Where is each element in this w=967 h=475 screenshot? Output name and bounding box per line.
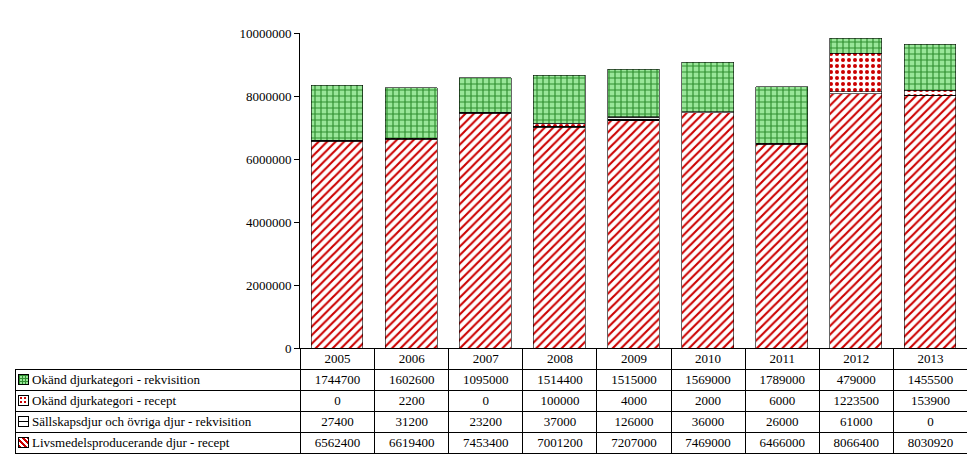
html-text:1455500: 1455500	[907, 372, 954, 387]
html-text:7207000: 7207000	[611, 435, 657, 450]
svg-text:4000000: 4000000	[246, 215, 292, 230]
html-text:26000: 26000	[766, 414, 799, 429]
html-text:31200: 31200	[395, 414, 428, 429]
html-text:1095000: 1095000	[463, 372, 509, 387]
html-text:8066400: 8066400	[833, 435, 880, 450]
html-text:479000: 479000	[836, 372, 876, 387]
html-text:2005: 2005	[324, 351, 351, 366]
html-text:2013: 2013	[917, 351, 944, 366]
html-text:6000: 6000	[769, 393, 796, 408]
svg-text:0: 0	[285, 341, 292, 356]
html-text:Okänd djurkategori - recept: Okänd djurkategori - recept	[32, 393, 176, 408]
html-text:8030920: 8030920	[907, 435, 954, 450]
html-text:2000: 2000	[695, 393, 722, 408]
html-text:1602600: 1602600	[388, 372, 435, 387]
html-text:Okänd djurkategori - rekvisiti: Okänd djurkategori - rekvisition	[32, 372, 200, 387]
html-text:6466000: 6466000	[759, 435, 805, 450]
html-text:7469000: 7469000	[685, 435, 731, 450]
html-text:0: 0	[927, 414, 934, 429]
html-text:61000: 61000	[840, 414, 873, 429]
html-text:0: 0	[482, 393, 489, 408]
html-text:2010: 2010	[695, 351, 722, 366]
html-text:1569000: 1569000	[685, 372, 731, 387]
svg-text:8000000: 8000000	[246, 89, 292, 104]
html-text:37000: 37000	[543, 414, 577, 429]
html-text:6619400: 6619400	[388, 435, 435, 450]
html-text:4000: 4000	[621, 393, 647, 408]
html-text:153900: 153900	[910, 393, 950, 408]
html-text:1515000: 1515000	[611, 372, 657, 387]
html-text:1789000: 1789000	[759, 372, 805, 387]
html-text:36000: 36000	[691, 414, 725, 429]
html-text:100000: 100000	[540, 393, 580, 408]
html-text:2200: 2200	[398, 393, 425, 408]
svg-text:10000000: 10000000	[239, 26, 291, 41]
html-text:2012: 2012	[843, 351, 870, 366]
html-text:Sällskapsdjur och övriga djur: Sällskapsdjur och övriga djur - rekvisit…	[32, 414, 252, 429]
html-text:126000: 126000	[614, 414, 654, 429]
html-text:7001200: 7001200	[537, 435, 583, 450]
html-text:23200: 23200	[469, 414, 502, 429]
html-text:2011: 2011	[769, 351, 795, 366]
svg-text:6000000: 6000000	[246, 152, 292, 167]
html-text:6562400: 6562400	[314, 435, 361, 450]
html-text:2007: 2007	[472, 351, 499, 366]
html-text:7453400: 7453400	[463, 435, 509, 450]
html-text:1223500: 1223500	[833, 393, 880, 408]
html-text:1744700: 1744700	[314, 372, 361, 387]
html-text:2006: 2006	[398, 351, 425, 366]
html-text:1514400: 1514400	[537, 372, 583, 387]
svg-text:2000000: 2000000	[246, 278, 292, 293]
html-text:Livsmedelsproducerande djur -: Livsmedelsproducerande djur - recept	[32, 435, 230, 450]
html-text:27400: 27400	[321, 414, 354, 429]
html-text:2008: 2008	[546, 351, 573, 366]
html-text:0: 0	[334, 393, 341, 408]
html-text:2009: 2009	[621, 351, 647, 366]
